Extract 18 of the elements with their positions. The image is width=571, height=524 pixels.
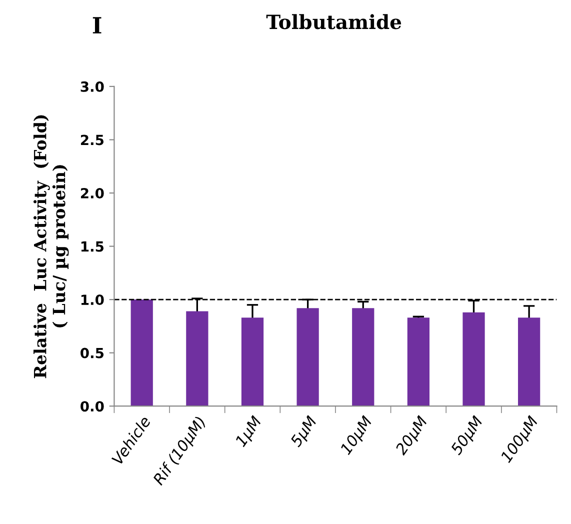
y-tick-label: 2.5 — [80, 134, 104, 146]
bar — [352, 308, 374, 406]
text: I — [92, 17, 102, 34]
y-tick-label: 1.5 — [81, 241, 104, 252]
bar — [130, 300, 153, 406]
y-tick-label: 0.5 — [80, 348, 104, 358]
bar — [186, 311, 208, 406]
y-axis-title: Relative Luc Activity (Fold) ( Luc/ µg protein) — [33, 115, 69, 378]
bar — [296, 308, 319, 406]
bar — [241, 318, 264, 406]
y-tick-label: 0.0 — [80, 401, 104, 412]
y-tick-label: 3.0 — [80, 81, 104, 92]
bar — [518, 318, 540, 406]
chart-title: Tolbutamide — [266, 14, 402, 30]
y-tick-label: 1.0 — [81, 294, 104, 306]
bar — [407, 318, 430, 406]
y-tick-label: 2.0 — [80, 188, 104, 198]
bar — [462, 312, 485, 406]
